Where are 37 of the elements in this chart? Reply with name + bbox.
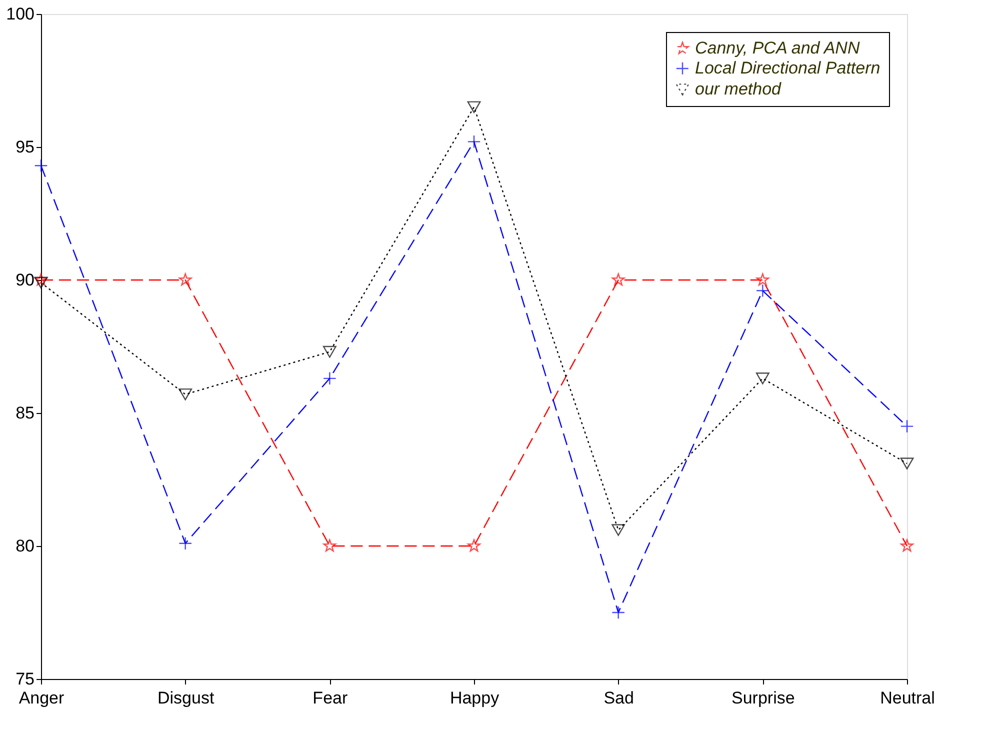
point <box>178 273 192 286</box>
point <box>756 273 770 286</box>
point <box>178 536 192 550</box>
y-tick-label: 95 <box>16 138 34 156</box>
point <box>322 372 336 386</box>
x-tick-label: Fear <box>312 688 348 708</box>
point <box>322 346 336 358</box>
x-tick-label: Disgust <box>157 688 214 708</box>
point <box>467 101 481 114</box>
point <box>178 388 192 400</box>
point <box>612 273 625 286</box>
point <box>900 539 914 552</box>
point <box>756 284 770 298</box>
y-tick-label: 85 <box>16 404 34 422</box>
point <box>756 372 770 384</box>
point <box>468 539 480 552</box>
y-tick-label: 75 <box>16 670 34 688</box>
x-tick-label: Surprise <box>732 688 795 708</box>
point <box>612 606 626 620</box>
point <box>612 524 626 536</box>
x-tick-label: Neutral <box>880 688 935 708</box>
point <box>34 158 48 172</box>
point <box>900 420 914 434</box>
y-tick-label: 100 <box>6 4 34 24</box>
point <box>900 458 914 470</box>
legend-label: Canny, PCA and ANN <box>695 38 860 58</box>
point <box>34 273 48 286</box>
x-tick-label: Happy <box>450 688 500 708</box>
x-tick-label: Anger <box>18 688 65 708</box>
legend-label: Local Directional Pattern <box>695 58 880 78</box>
x-tick-label: Sad <box>604 688 634 708</box>
y-tick-label: 90 <box>16 270 34 290</box>
point <box>34 276 48 289</box>
point <box>467 134 481 148</box>
legend-label: our method <box>695 80 782 98</box>
point <box>323 539 336 552</box>
y-tick-label: 80 <box>16 536 34 556</box>
